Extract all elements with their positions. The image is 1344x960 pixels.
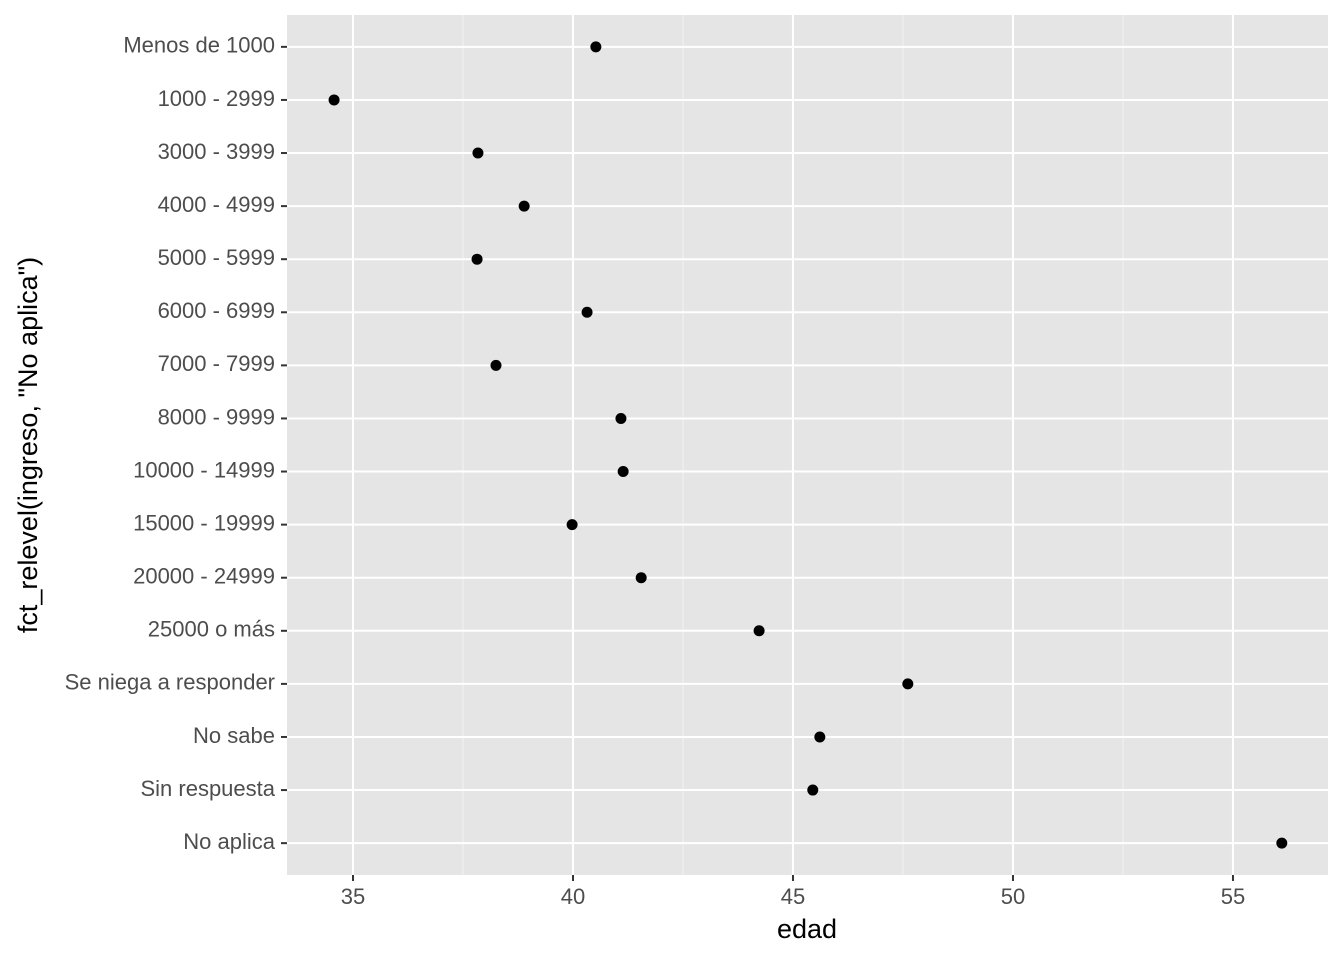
point <box>490 359 502 371</box>
point <box>807 784 819 796</box>
point <box>590 41 602 53</box>
point <box>617 466 629 478</box>
y-tick-label: 15000 - 19999 <box>133 510 275 535</box>
point <box>635 572 647 584</box>
y-tick-label: 6000 - 6999 <box>158 298 275 323</box>
y-axis-title: fct_relevel(ingreso, "No aplica") <box>13 257 43 633</box>
x-tick-label: 50 <box>1001 884 1025 909</box>
point <box>1276 837 1288 849</box>
point <box>471 253 483 265</box>
point <box>814 731 826 743</box>
y-tick-label: 5000 - 5999 <box>158 245 275 270</box>
y-tick-label: 7000 - 7999 <box>158 351 275 376</box>
y-tick-label: No aplica <box>183 829 275 854</box>
point <box>615 412 627 424</box>
y-tick-label: 1000 - 2999 <box>158 86 275 111</box>
y-tick-label: 10000 - 14999 <box>133 457 275 482</box>
x-tick-label: 45 <box>781 884 805 909</box>
y-tick-label: 3000 - 3999 <box>158 139 275 164</box>
point <box>753 625 765 637</box>
y-tick-label: Se niega a responder <box>65 670 275 695</box>
point <box>518 200 530 212</box>
point <box>566 519 578 531</box>
y-tick-label: 4000 - 4999 <box>158 192 275 217</box>
panel <box>287 15 1328 875</box>
y-tick-label: 25000 o más <box>148 617 275 642</box>
y-tick-label: Sin respuesta <box>140 776 275 801</box>
point <box>328 94 340 106</box>
point <box>902 678 914 690</box>
x-tick-label: 35 <box>341 884 365 909</box>
x-axis-title: edad <box>777 914 837 944</box>
point <box>581 306 593 318</box>
y-tick-label: Menos de 1000 <box>123 33 275 58</box>
y-tick-label: 8000 - 9999 <box>158 404 275 429</box>
x-tick-label: 40 <box>561 884 585 909</box>
y-tick-label: No sabe <box>193 723 275 748</box>
y-tick-label: 20000 - 24999 <box>133 564 275 589</box>
x-tick-label: 55 <box>1221 884 1245 909</box>
point <box>472 147 484 159</box>
